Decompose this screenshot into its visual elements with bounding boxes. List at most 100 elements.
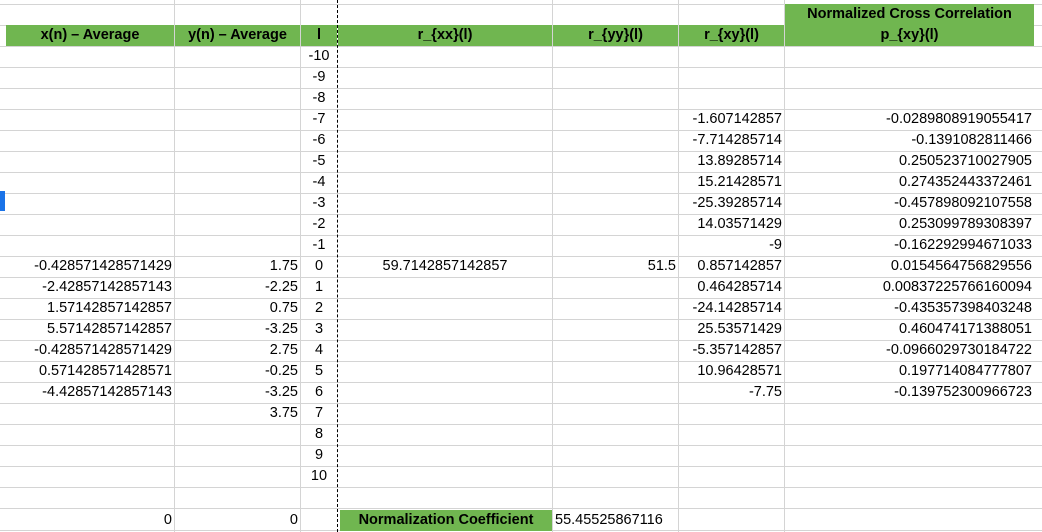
y-average-cell[interactable] [175,235,300,256]
rxx-cell[interactable] [338,361,552,382]
lag-cell[interactable]: -9 [312,69,326,85]
pxy-cell[interactable]: -0.1391082811466 [911,132,1032,148]
rxy-cell[interactable] [679,46,784,67]
y-average-cell[interactable]: -3.25 [264,384,298,400]
header-ryy[interactable]: r_{yy}(l) [553,25,678,46]
pxy-cell[interactable] [785,424,1034,445]
ryy-cell[interactable] [553,46,678,67]
pxy-cell[interactable]: -0.0289808919055417 [886,111,1032,127]
rxx-cell[interactable] [338,193,552,214]
lag-cell[interactable]: 2 [314,300,324,316]
x-average-cell[interactable]: 0.571428571428571 [38,363,172,379]
rxx-cell[interactable] [338,340,552,361]
x-average-cell[interactable] [6,151,174,172]
lag-cell[interactable]: -2 [312,216,326,232]
ryy-cell[interactable] [553,403,678,424]
rxy-cell[interactable] [679,466,784,487]
x-average-cell[interactable]: -4.42857142857143 [42,384,172,400]
ryy-cell[interactable] [553,382,678,403]
pxy-cell[interactable] [785,403,1034,424]
ryy-cell[interactable] [553,193,678,214]
pxy-cell[interactable]: 0.253099789308397 [898,216,1032,232]
lag-cell[interactable]: 4 [314,342,324,358]
y-average-cell[interactable] [175,151,300,172]
rxy-cell[interactable]: 0.857142857 [697,258,782,274]
pxy-cell[interactable]: 0.460474171388051 [898,321,1032,337]
x-average-cell[interactable]: -0.428571428571429 [34,258,172,274]
x-average-cell[interactable] [6,46,174,67]
y-average-cell[interactable] [175,445,300,466]
y-sum-cell[interactable]: 0 [289,512,298,528]
x-average-cell[interactable] [6,403,174,424]
header-normalized-cross-correlation[interactable]: Normalized Cross Correlation [785,4,1034,25]
lag-cell[interactable]: 10 [310,468,328,484]
rxy-cell[interactable]: -7.75 [748,384,782,400]
x-average-cell[interactable] [6,109,174,130]
y-average-cell[interactable] [175,109,300,130]
y-average-cell[interactable]: 0.75 [269,300,298,316]
rxx-cell[interactable] [338,130,552,151]
lag-cell[interactable]: -4 [312,174,326,190]
rxy-cell[interactable]: -24.14285714 [692,300,783,316]
lag-cell[interactable]: 5 [314,363,324,379]
y-average-cell[interactable]: -3.25 [264,321,298,337]
ryy-cell[interactable] [553,67,678,88]
x-average-cell[interactable]: 5.57142857142857 [47,321,172,337]
rxx-cell[interactable] [338,319,552,340]
header-rxx[interactable]: r_{xx}(l) [338,25,552,46]
x-average-cell[interactable]: 1.57142857142857 [47,300,172,316]
pxy-cell[interactable]: -0.162292994671033 [894,237,1032,253]
header-x-average[interactable]: x(n) – Average [6,25,174,46]
ryy-cell[interactable] [553,319,678,340]
y-average-cell[interactable] [175,46,300,67]
lag-cell[interactable]: 8 [314,426,324,442]
ryy-cell[interactable] [553,109,678,130]
lag-cell[interactable]: 3 [314,321,324,337]
y-average-cell[interactable]: -2.25 [264,279,298,295]
y-average-cell[interactable] [175,130,300,151]
lag-cell[interactable]: 7 [314,405,324,421]
x-average-cell[interactable]: -0.428571428571429 [34,342,172,358]
pxy-cell[interactable]: -0.0966029730184722 [886,342,1032,358]
y-average-cell[interactable] [175,193,300,214]
y-average-cell[interactable] [175,214,300,235]
lag-cell[interactable]: -8 [312,90,326,106]
rxy-cell[interactable] [679,424,784,445]
lag-cell[interactable]: -6 [312,132,326,148]
rxy-cell[interactable]: 13.89285714 [697,153,782,169]
rxy-cell[interactable] [679,445,784,466]
lag-cell[interactable]: 0 [314,258,324,274]
pxy-cell[interactable]: -0.457898092107558 [894,195,1032,211]
rxx-cell[interactable]: 59.7142857142857 [382,258,508,274]
lag-cell[interactable]: -1 [312,237,326,253]
ryy-cell[interactable] [553,340,678,361]
rxy-cell[interactable]: -1.607142857 [692,111,783,127]
rxx-cell[interactable] [338,382,552,403]
x-average-cell[interactable] [6,88,174,109]
ryy-cell[interactable]: 51.5 [647,258,676,274]
x-average-cell[interactable] [6,193,174,214]
y-average-cell[interactable] [175,424,300,445]
ryy-cell[interactable] [553,424,678,445]
x-sum-cell[interactable]: 0 [163,512,172,528]
rxy-cell[interactable]: -7.714285714 [692,132,783,148]
ryy-cell[interactable] [553,88,678,109]
x-average-cell[interactable] [6,445,174,466]
rxx-cell[interactable] [338,172,552,193]
x-average-cell[interactable] [6,214,174,235]
rxy-cell[interactable]: -25.39285714 [692,195,783,211]
pxy-cell[interactable]: -0.435357398403248 [894,300,1032,316]
lag-cell[interactable]: -5 [312,153,326,169]
pxy-cell[interactable] [785,445,1034,466]
y-average-cell[interactable] [175,466,300,487]
rxx-cell[interactable] [338,214,552,235]
rxy-cell[interactable] [679,67,784,88]
ryy-cell[interactable] [553,298,678,319]
ryy-cell[interactable] [553,466,678,487]
ryy-cell[interactable] [553,151,678,172]
y-average-cell[interactable]: 3.75 [269,405,298,421]
rxy-cell[interactable] [679,403,784,424]
ryy-cell[interactable] [553,445,678,466]
rxx-cell[interactable] [338,88,552,109]
x-average-cell[interactable] [6,67,174,88]
